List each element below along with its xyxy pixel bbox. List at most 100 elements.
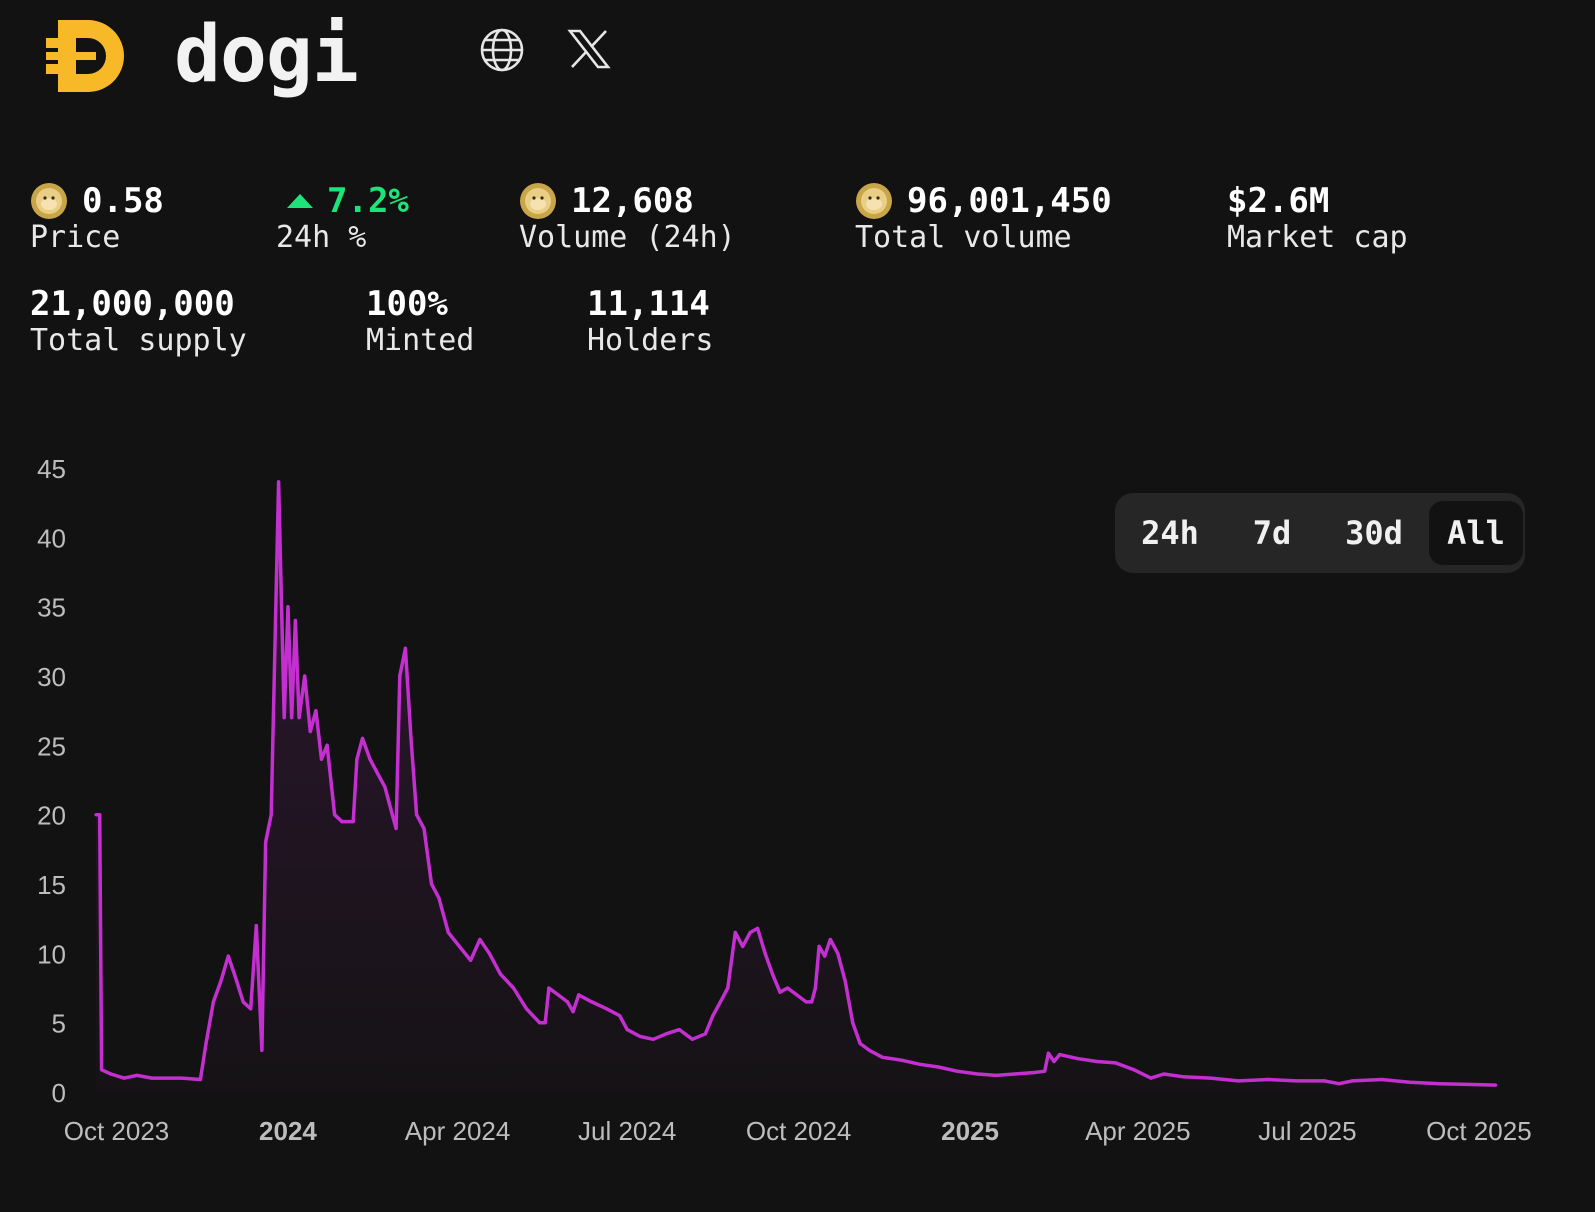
total-supply-value: 21,000,000 xyxy=(30,284,235,324)
data-point xyxy=(677,1028,682,1032)
data-point xyxy=(150,1076,154,1080)
data-point xyxy=(955,1069,959,1073)
data-point xyxy=(899,1058,903,1062)
data-point xyxy=(813,986,818,990)
data-point xyxy=(457,944,461,949)
x-tick-label: Oct 2025 xyxy=(1426,1116,1532,1146)
data-point xyxy=(1162,1072,1166,1076)
stat-holders: 11,114 Holders xyxy=(587,285,713,359)
data-point xyxy=(843,979,847,983)
data-point xyxy=(98,813,102,817)
data-point xyxy=(976,1072,980,1076)
data-point xyxy=(690,1037,695,1041)
data-point xyxy=(936,1065,941,1069)
data-point xyxy=(543,1021,547,1025)
data-point xyxy=(1294,1079,1298,1083)
y-tick-label: 35 xyxy=(37,593,66,623)
change-value: 7.2% xyxy=(327,181,409,221)
x-tick-label: 2025 xyxy=(941,1116,999,1146)
data-point xyxy=(733,930,737,935)
data-point xyxy=(770,972,775,976)
data-point xyxy=(1095,1059,1099,1064)
dogi-logo-icon[interactable] xyxy=(44,16,124,96)
data-point xyxy=(836,951,840,955)
change-label: 24h % xyxy=(276,220,367,255)
holders-label: Holders xyxy=(587,323,714,358)
data-point xyxy=(590,1000,594,1004)
data-point xyxy=(1076,1057,1080,1061)
data-point xyxy=(547,986,551,990)
data-point xyxy=(1013,1072,1017,1076)
data-point xyxy=(437,896,441,900)
stat-total-supply: 21,000,000 Total supply xyxy=(30,285,247,359)
price-label: Price xyxy=(30,220,121,255)
data-point xyxy=(333,813,337,817)
data-point xyxy=(469,958,473,962)
data-point xyxy=(282,716,286,720)
data-point xyxy=(718,1000,723,1004)
data-point xyxy=(1380,1077,1384,1082)
stat-minted: 100% Minted xyxy=(366,285,474,359)
data-point xyxy=(1208,1076,1213,1080)
data-point xyxy=(1438,1082,1442,1086)
range-24h-button[interactable]: 24h xyxy=(1141,514,1199,552)
data-point xyxy=(340,820,344,824)
data-point xyxy=(303,674,307,678)
data-point xyxy=(122,1076,126,1080)
data-point xyxy=(1350,1079,1354,1083)
range-30d-button[interactable]: 30d xyxy=(1345,514,1403,552)
y-tick-label: 25 xyxy=(37,731,66,761)
total-supply-label: Total supply xyxy=(30,323,247,358)
data-point xyxy=(277,480,281,484)
data-point xyxy=(918,1062,922,1066)
data-point xyxy=(577,993,581,997)
price-points xyxy=(94,480,1498,1087)
data-point xyxy=(249,1007,253,1011)
data-point xyxy=(748,930,752,935)
data-point xyxy=(403,646,407,650)
data-point xyxy=(1132,1068,1136,1072)
data-point xyxy=(135,1073,139,1077)
x-tick-label: Jul 2025 xyxy=(1258,1116,1356,1146)
data-point xyxy=(664,1032,668,1036)
holders-value: 11,114 xyxy=(587,284,710,324)
stat-volume-24h: 12,608 Volume (24h) xyxy=(519,182,736,256)
data-point xyxy=(625,1028,629,1032)
stat-market-cap: $2.6M Market cap xyxy=(1227,182,1408,256)
data-point xyxy=(360,736,365,740)
x-icon[interactable] xyxy=(566,26,612,72)
data-point xyxy=(511,986,516,990)
market-cap-value: $2.6M xyxy=(1227,181,1330,221)
data-point xyxy=(1466,1082,1470,1086)
data-point xyxy=(446,930,450,935)
range-7d-button[interactable]: 7d xyxy=(1252,514,1292,552)
data-point xyxy=(556,993,560,997)
data-point xyxy=(226,954,230,958)
arrow-up-icon xyxy=(287,194,313,208)
data-point xyxy=(538,1021,542,1025)
data-point xyxy=(1058,1053,1062,1057)
total-volume-value: 96,001,450 xyxy=(907,181,1112,221)
doge-coin-icon xyxy=(520,183,556,219)
globe-icon[interactable] xyxy=(478,26,526,74)
data-point xyxy=(618,1014,622,1018)
data-point xyxy=(100,1068,104,1072)
data-point xyxy=(1149,1076,1153,1080)
data-point xyxy=(605,1007,609,1011)
data-point xyxy=(880,1055,885,1059)
data-point xyxy=(390,813,394,817)
stat-price: 0.58 Price xyxy=(30,182,164,256)
data-point xyxy=(180,1076,184,1080)
data-point xyxy=(368,757,372,761)
data-point xyxy=(204,1041,208,1046)
y-tick-label: 10 xyxy=(37,939,66,969)
data-point xyxy=(851,1021,855,1025)
data-point xyxy=(1236,1079,1241,1083)
data-point xyxy=(375,771,379,775)
range-all-button[interactable]: All xyxy=(1429,501,1523,565)
y-tick-label: 30 xyxy=(37,662,66,692)
data-point xyxy=(867,1048,872,1052)
data-point xyxy=(325,743,329,747)
data-point xyxy=(94,813,98,817)
